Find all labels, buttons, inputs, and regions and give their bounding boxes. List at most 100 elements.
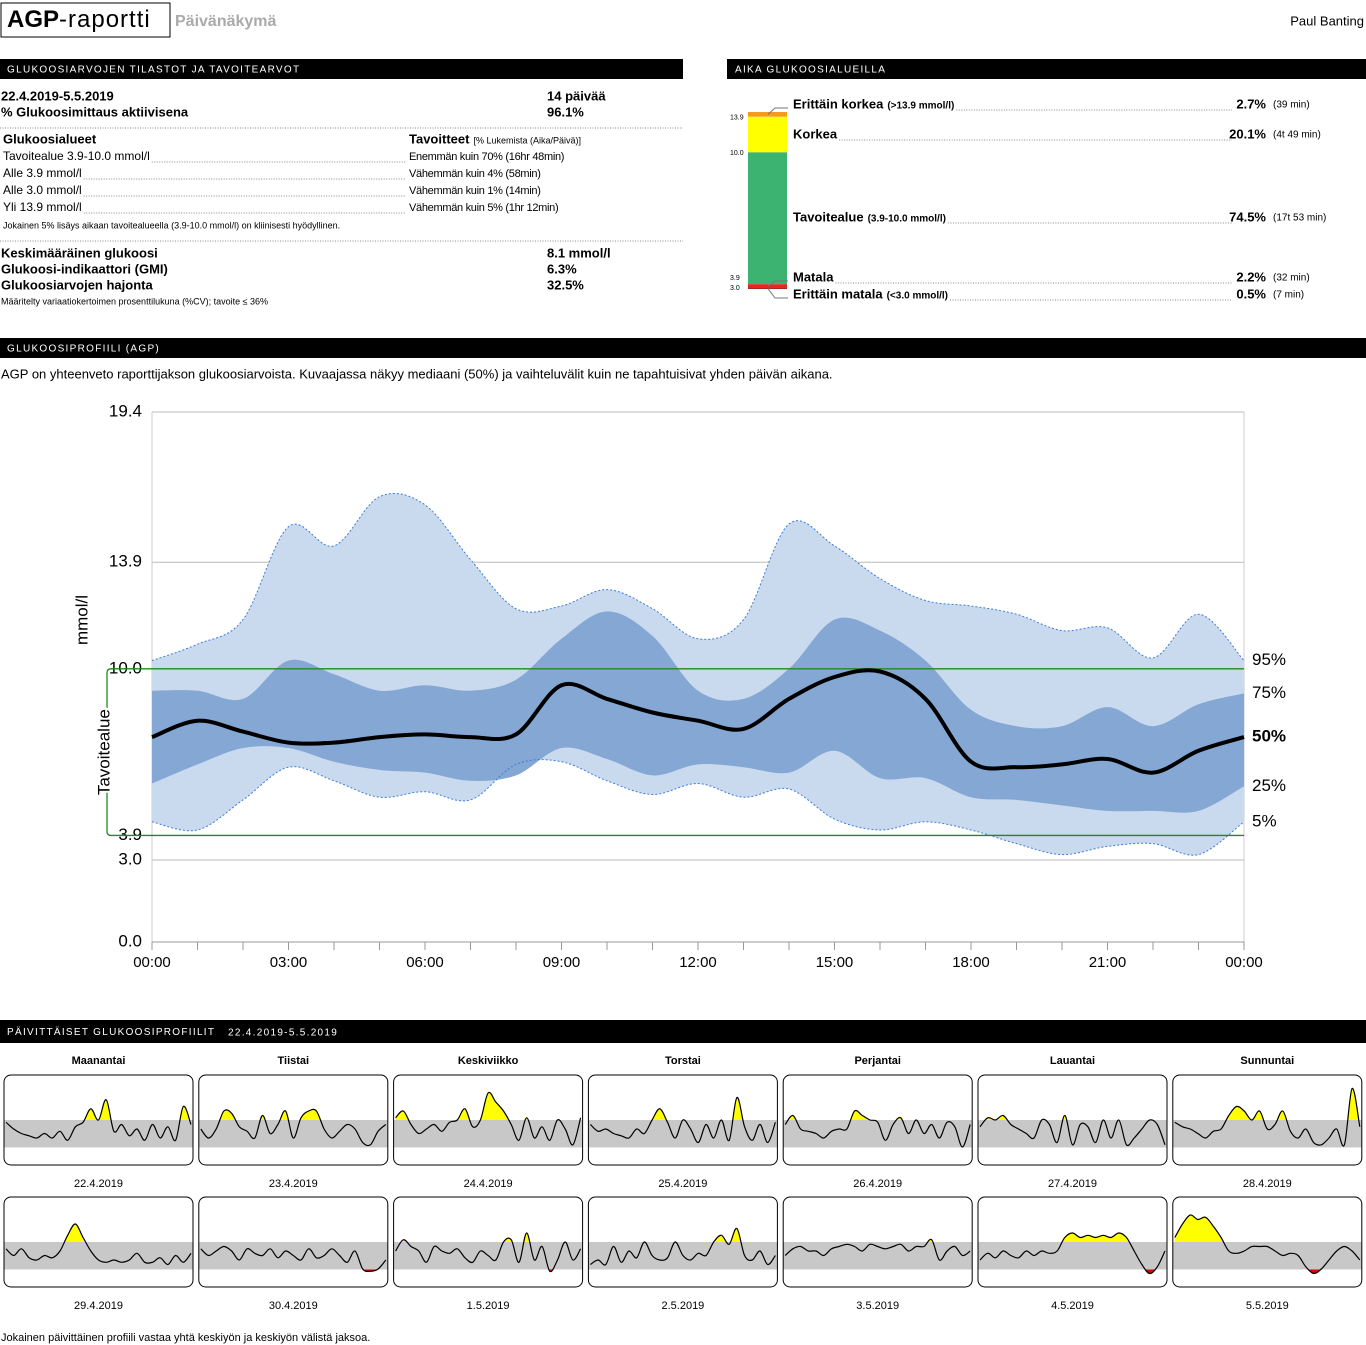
x-tick-label: 06:00 <box>406 954 444 971</box>
metric-value: 32.5% <box>547 277 584 292</box>
section-bar <box>727 59 1366 79</box>
view-name: Päivänäkymä <box>175 13 277 30</box>
panel-border <box>393 1196 584 1288</box>
daily-profile <box>393 1091 583 1148</box>
glucose-line <box>979 1232 1166 1275</box>
percentile-outline <box>151 493 1245 662</box>
target-band <box>978 1120 1167 1148</box>
daily-profile <box>783 1109 973 1148</box>
daily-profile <box>4 1099 193 1148</box>
target-band <box>783 1120 973 1148</box>
range-percent: 74.5% <box>1229 209 1266 224</box>
percentile-label: 25% <box>1252 776 1286 795</box>
range-segment <box>748 112 787 117</box>
weekday-label: Tiistai <box>278 1055 310 1067</box>
high-fill <box>395 1092 581 1120</box>
section-title: GLUKOOSIARVOJEN TILASTOT JA TAVOITEARVOT <box>7 65 300 76</box>
glucose-line <box>1174 1087 1361 1147</box>
range-name: Tavoitealue <box>793 209 864 224</box>
panel-border <box>198 1196 389 1288</box>
glucose-line <box>5 1099 192 1142</box>
range-name: Erittäin korkea <box>793 96 884 111</box>
target-band <box>4 1120 193 1148</box>
panel-border <box>782 1074 973 1166</box>
glucose-line <box>590 1227 776 1266</box>
section-bar <box>0 338 1366 358</box>
title-rest: -raportti <box>59 6 151 33</box>
weekday-label: Sunnuntai <box>1240 1055 1294 1067</box>
date-label: 1.5.2019 <box>467 1300 510 1312</box>
target-label: Tavoitealue <box>94 709 113 795</box>
panel-border <box>977 1196 1168 1288</box>
glucose-line <box>979 1114 1166 1147</box>
y-axis-label: mmol/l <box>72 595 91 645</box>
date-label: 2.5.2019 <box>661 1300 704 1312</box>
section-bar <box>0 59 683 79</box>
target-band <box>198 1120 388 1148</box>
section-title: GLUKOOSIPROFIILI (AGP) <box>7 344 160 355</box>
x-tick-label: 03:00 <box>270 954 308 971</box>
panel-border <box>782 1196 973 1288</box>
daily-profile <box>588 1096 778 1148</box>
metrics-note: Määritelty variaatiokertoimen prosenttil… <box>1 296 268 306</box>
range-target: Vähemmän kuin 5% (1hr 12min) <box>409 202 558 214</box>
y-tick-label: 3.9 <box>118 825 142 844</box>
panel-border <box>393 1074 584 1166</box>
targets-heading: Tavoitteet <box>409 131 470 146</box>
date-label: 5.5.2019 <box>1246 1300 1289 1312</box>
glucose-line <box>784 1109 971 1148</box>
threshold-label: 13.9 <box>730 115 744 122</box>
x-tick-label: 18:00 <box>952 954 990 971</box>
connector <box>767 107 788 115</box>
date-label: 3.5.2019 <box>856 1300 899 1312</box>
rows-note: Jokainen 5% lisäys aikaan tavoitealueell… <box>3 220 340 230</box>
date-label: 23.4.2019 <box>269 1178 318 1190</box>
section-title: PÄIVITTÄISET GLUKOOSIPROFIILIT <box>7 1026 215 1038</box>
metric-value: 6.3% <box>547 261 577 276</box>
range-note: (<3.0 mmol/l) <box>887 291 948 302</box>
connector <box>767 288 788 299</box>
x-tick-label: 00:00 <box>1225 954 1263 971</box>
date-label: 22.4.2019 <box>74 1178 123 1190</box>
date-label: 28.4.2019 <box>1243 1178 1292 1190</box>
range-label: Alle 3.0 mmol/l <box>3 183 82 197</box>
panel-border <box>1172 1074 1363 1166</box>
active-value: 96.1% <box>547 104 584 119</box>
metric-value: 8.1 mmol/l <box>547 245 611 260</box>
target-band <box>393 1120 583 1148</box>
range-name: Erittäin matala <box>793 286 883 301</box>
title-bold: AGP <box>7 6 59 33</box>
panel-border <box>587 1196 778 1288</box>
glucose-line <box>200 1245 387 1273</box>
panel-border <box>977 1074 1168 1166</box>
range-time: (39 min) <box>1273 100 1310 111</box>
y-tick-label: 0.0 <box>118 931 142 950</box>
range-target: Enemmän kuin 70% (16hr 48min) <box>409 151 564 163</box>
glucose-line <box>5 1223 192 1266</box>
daily-profile <box>588 1227 778 1270</box>
weekday-label: Perjantai <box>854 1055 900 1067</box>
range-percent: 20.1% <box>1229 126 1266 141</box>
range-segment <box>748 284 787 289</box>
daily-profile <box>978 1232 1167 1275</box>
glucose-line <box>1174 1214 1361 1275</box>
y-tick-label: 3.0 <box>118 850 142 869</box>
x-tick-label: 15:00 <box>816 954 854 971</box>
target-band <box>588 1120 778 1148</box>
x-tick-label: 21:00 <box>1089 954 1127 971</box>
range-label: Tavoitealue 3.9-10.0 mmol/l <box>3 149 150 163</box>
section-subtitle: 22.4.2019-5.5.2019 <box>228 1028 338 1039</box>
daily-profile <box>198 1242 388 1273</box>
daily-profile <box>1172 1214 1362 1275</box>
range-label: Yli 13.9 mmol/l <box>3 200 82 214</box>
range-percent: 2.2% <box>1236 269 1266 284</box>
range-segment <box>748 152 787 285</box>
glucose-line <box>200 1108 387 1147</box>
threshold-label: 10.0 <box>730 150 744 157</box>
section-bar <box>0 1020 1366 1043</box>
range-segment <box>748 288 787 289</box>
y-tick-label: 10.0 <box>109 658 142 677</box>
range-time: (32 min) <box>1273 273 1310 284</box>
footer-note: Jokainen päivittäinen profiili vastaa yh… <box>1 1332 370 1344</box>
